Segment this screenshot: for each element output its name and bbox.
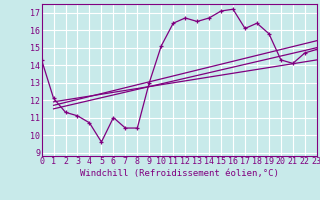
X-axis label: Windchill (Refroidissement éolien,°C): Windchill (Refroidissement éolien,°C)	[80, 169, 279, 178]
